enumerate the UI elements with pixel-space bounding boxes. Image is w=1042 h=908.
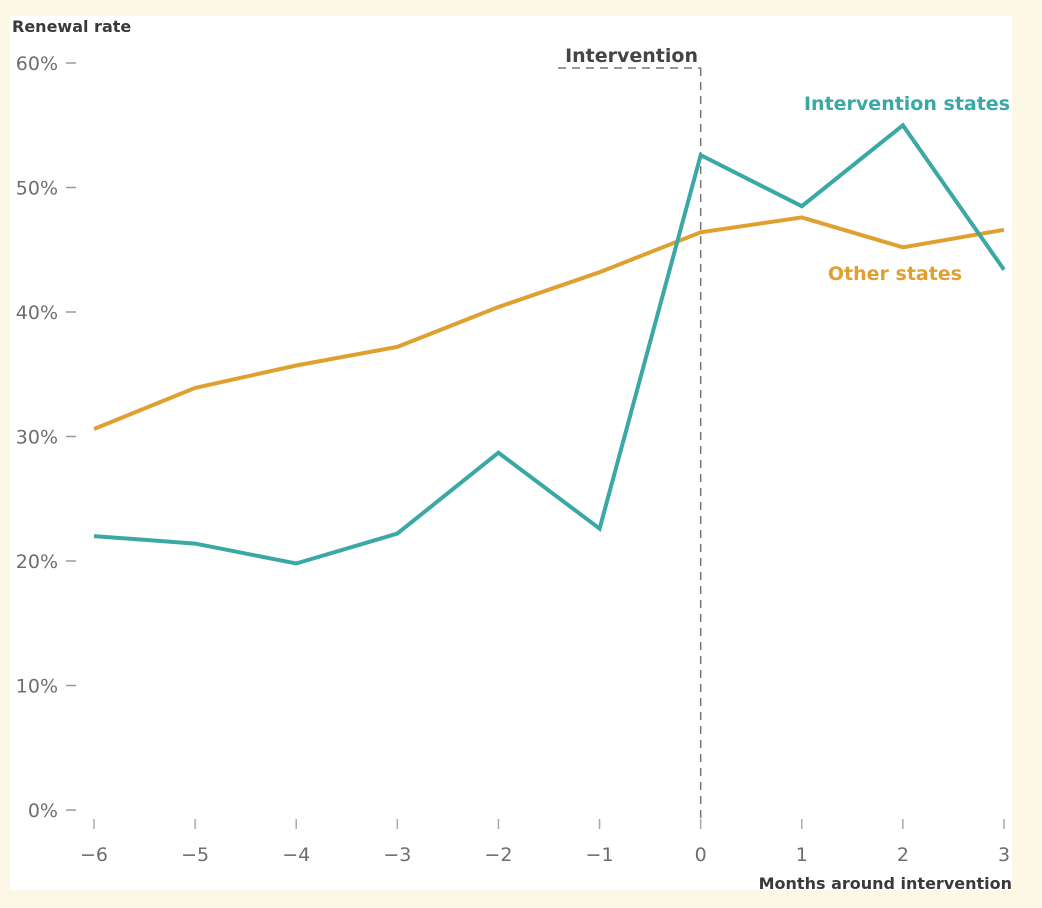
x-tick-label: −5 <box>181 844 209 866</box>
x-tick-label: −6 <box>80 844 108 866</box>
x-tick-label: 3 <box>998 844 1010 866</box>
series-label-intervention-states: Intervention states <box>804 93 1010 115</box>
y-tick-label: 10% <box>16 676 58 698</box>
x-tick-label: 2 <box>897 844 909 866</box>
line-chart: Renewal rate 0% 10% 20% 30% 40% 50% 60% −6 −5 −4… <box>12 17 1012 890</box>
series-group <box>93 122 1006 566</box>
y-axis: 0% 10% 20% 30% 40% 50% 60% <box>16 53 76 822</box>
x-tick-label: 0 <box>695 844 707 866</box>
series-line-intervention-states <box>93 122 1006 566</box>
intervention-annotation: Intervention <box>558 45 702 818</box>
y-tick-label: 30% <box>16 427 58 449</box>
y-tick-label: 50% <box>16 178 58 200</box>
x-tick-label: −3 <box>383 844 411 866</box>
x-axis: −6 −5 −4 −3 −2 −1 0 1 2 3 <box>80 819 1010 866</box>
y-axis-title: Renewal rate <box>12 17 131 36</box>
chart-panel: Renewal rate 0% 10% 20% 30% 40% 50% 60% −6 −5 −4… <box>10 16 1012 890</box>
y-tick-label: 60% <box>16 53 58 75</box>
x-tick-label: −4 <box>282 844 310 866</box>
series-label-other-states: Other states <box>828 263 962 285</box>
y-tick-label: 20% <box>16 551 58 573</box>
series-line-other-states <box>93 215 1005 431</box>
x-axis-title: Months around intervention <box>759 874 1012 890</box>
y-tick-label: 0% <box>28 800 58 822</box>
x-tick-label: −1 <box>586 844 614 866</box>
x-tick-label: −2 <box>484 844 512 866</box>
x-tick-label: 1 <box>796 844 808 866</box>
intervention-label: Intervention <box>565 45 698 67</box>
y-tick-label: 40% <box>16 302 58 324</box>
